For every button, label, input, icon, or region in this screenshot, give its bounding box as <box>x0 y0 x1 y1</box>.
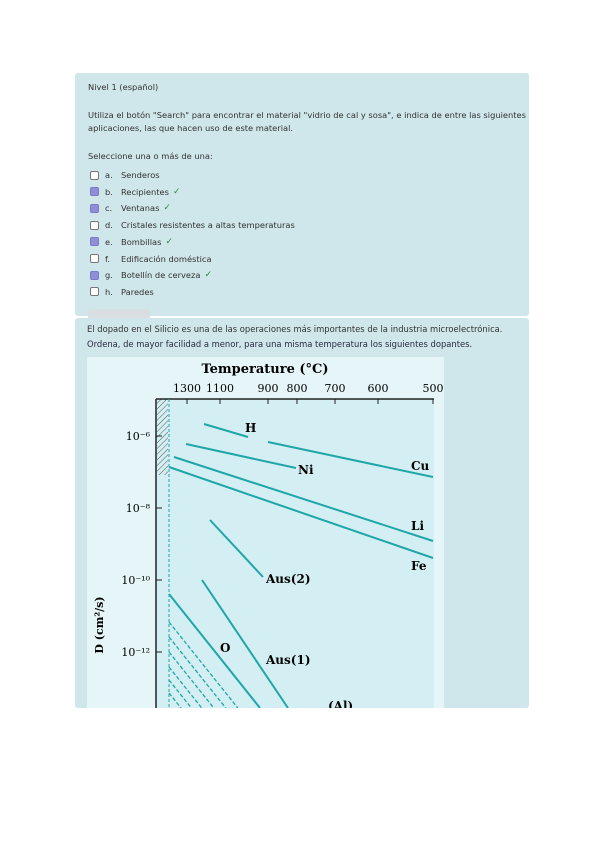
option-label: Ventanas <box>121 203 160 214</box>
plot-area <box>156 399 434 708</box>
question-prompt-2: aplicaciones, las que hacen uso de este … <box>88 123 294 133</box>
option-label: Bombillas <box>121 236 162 247</box>
hatch-region <box>157 399 168 475</box>
correct-check-icon: ✓ <box>165 236 173 247</box>
x-tick-label: 800 <box>287 382 308 395</box>
option-letter: f. <box>105 253 110 264</box>
x-tick-label: 1300 <box>173 382 201 395</box>
correct-check-icon: ✓ <box>163 203 171 214</box>
option-label: Edificación doméstica <box>121 253 212 264</box>
series-line-Cu <box>267 441 434 478</box>
checkbox[interactable] <box>90 254 99 263</box>
x-tick-label: 1100 <box>206 382 234 395</box>
option-letter: a. <box>105 170 113 180</box>
question-prompt: Utiliza el botón "Search" para encontrar… <box>88 110 526 120</box>
series-line-Li <box>173 456 434 542</box>
option-d[interactable]: d. Cristales resistentes a altas temperat… <box>90 219 295 231</box>
dashed-series-line <box>168 692 182 708</box>
option-b[interactable]: b. Recipientes ✓ <box>90 186 181 198</box>
question-1-panel: Nivel 1 (español) Utiliza el botón "Sear… <box>75 73 529 319</box>
option-letter: d. <box>105 220 113 231</box>
option-e[interactable]: e. Bombillas ✓ <box>90 236 173 248</box>
series-label: Aus(1) <box>265 653 311 667</box>
option-label: Botellín de cerveza <box>121 270 201 281</box>
series-line-H <box>203 423 249 438</box>
option-c[interactable]: c. Ventanas ✓ <box>90 202 171 214</box>
check-button[interactable] <box>88 309 150 319</box>
series-line-Fe <box>168 466 434 559</box>
checkbox[interactable] <box>90 187 99 197</box>
series-line-O <box>168 593 261 708</box>
series-label: O <box>220 641 230 655</box>
series-line-Ni <box>185 443 297 469</box>
correct-check-icon: ✓ <box>172 186 181 197</box>
x-tick-label: 600 <box>368 382 389 395</box>
chart-title: Temperature (°C) <box>201 362 328 377</box>
question-2-text: El dopado en el Silicio es una de las op… <box>87 324 503 334</box>
series-label: Li <box>411 519 424 533</box>
checkbox[interactable] <box>90 203 99 213</box>
series-label: Ni <box>298 463 314 477</box>
series-label: Cu <box>411 459 430 473</box>
diffusion-chart-image: Temperature (°C) 1300 1100 900 800 700 600 500… <box>87 357 444 708</box>
option-letter: g. <box>105 270 113 281</box>
option-g[interactable]: g. Botellín de cerveza ✓ <box>90 269 212 281</box>
option-label: Recipientes <box>121 186 169 197</box>
option-a[interactable]: a. Senderos <box>90 169 160 181</box>
option-h[interactable]: h. Paredes <box>90 286 154 298</box>
series-line-Au2 <box>209 519 264 578</box>
x-tick-label: 500 <box>423 382 444 395</box>
checkbox[interactable] <box>90 220 99 230</box>
y-tick-label: 10⁻⁸ <box>126 502 151 515</box>
dashed-series-line <box>168 666 203 708</box>
x-tick-label: 900 <box>258 382 279 395</box>
option-label: Cristales resistentes a altas temperatur… <box>121 220 295 231</box>
dashed-series-line <box>168 621 239 708</box>
series-label: Fe <box>411 559 427 573</box>
question-title: Nivel 1 (español) <box>88 82 159 92</box>
series-label: Aus(2) <box>265 572 311 586</box>
checkbox[interactable] <box>90 237 99 247</box>
question-instruction: Seleccione una o más de una: <box>88 151 213 161</box>
y-tick-label: 10⁻¹⁰ <box>121 574 150 587</box>
question-2-text-2: Ordena, de mayor facilidad a menor, para… <box>87 339 473 349</box>
checkbox[interactable] <box>90 287 99 297</box>
checkbox[interactable] <box>90 270 99 280</box>
series-line-Au1 <box>201 579 289 708</box>
option-letter: c. <box>105 203 113 214</box>
series-label: (Al) <box>328 699 353 708</box>
option-letter: h. <box>105 286 113 297</box>
option-letter: e. <box>105 236 113 247</box>
correct-check-icon: ✓ <box>204 270 213 281</box>
y-axis-label: D (cm²/s) <box>93 596 106 653</box>
dashed-series-line <box>168 636 227 708</box>
option-label: Senderos <box>121 170 160 180</box>
y-tick-label: 10⁻⁶ <box>126 430 151 443</box>
option-label: Paredes <box>121 286 154 297</box>
x-tick-label: 700 <box>325 382 346 395</box>
checkbox[interactable] <box>90 170 99 180</box>
y-tick-label: 10⁻¹² <box>121 646 150 659</box>
option-letter: b. <box>105 186 113 197</box>
option-f[interactable]: f. Edificación doméstica <box>90 253 212 265</box>
series-label: H <box>245 421 256 435</box>
